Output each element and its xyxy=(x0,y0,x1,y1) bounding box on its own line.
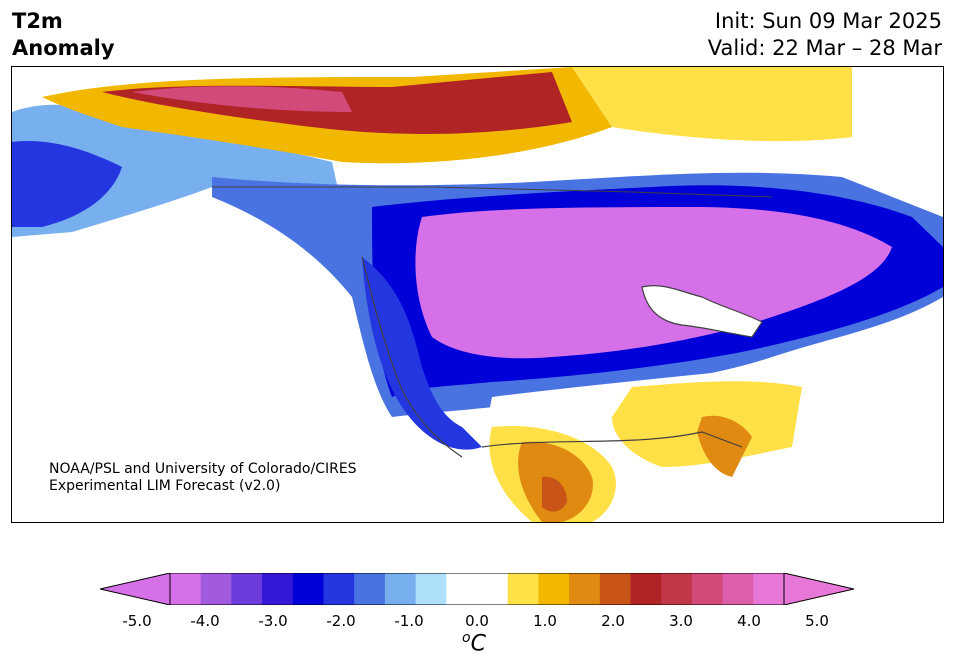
deep-cold-region xyxy=(415,207,892,359)
colorbar-cell xyxy=(415,573,447,605)
colorbar-cell xyxy=(323,573,355,605)
title-line-1: T2m xyxy=(12,9,63,33)
colorbar-cell xyxy=(569,573,601,605)
anomaly-map-svg xyxy=(12,67,943,522)
mexico-very-hot xyxy=(542,476,567,512)
colorbar xyxy=(100,573,854,605)
tick-label: 1.0 xyxy=(533,612,557,630)
map-title: T2m Anomaly xyxy=(12,8,115,62)
colorbar-cell xyxy=(630,573,662,605)
tick-label: -2.0 xyxy=(326,612,356,630)
colorbar-cell xyxy=(292,573,324,605)
colorbar-cell xyxy=(661,573,693,605)
tick-label: 4.0 xyxy=(737,612,761,630)
colorbar-cell xyxy=(722,573,754,605)
colorbar-cells xyxy=(170,573,785,605)
colorbar-cell xyxy=(354,573,386,605)
colorbar-outline xyxy=(169,573,785,605)
west-coastline xyxy=(361,256,463,458)
tick-label: 5.0 xyxy=(805,612,829,630)
colorbar-cell xyxy=(753,573,785,605)
alaska-cold-region xyxy=(12,141,122,227)
gulf-coastline xyxy=(481,431,743,448)
colorbar-cell xyxy=(599,573,631,605)
init-date: Init: Sun 09 Mar 2025 xyxy=(714,9,942,33)
tick-label: 2.0 xyxy=(601,612,625,630)
west-coast-cold xyxy=(362,257,482,450)
unit-label: C xyxy=(470,631,486,657)
title-line-2: Anomaly xyxy=(12,36,115,60)
colorbar-min-arrow xyxy=(100,573,171,605)
colorbar-cell xyxy=(538,573,570,605)
colorbar-cell xyxy=(446,573,478,605)
us-canada-border xyxy=(212,186,773,198)
colorbar-max-arrow xyxy=(783,573,854,605)
tick-label: -3.0 xyxy=(258,612,288,630)
florida-hot xyxy=(697,415,752,477)
colorbar-cell xyxy=(262,573,294,605)
colorbar-cell xyxy=(170,573,202,605)
tick-label: -4.0 xyxy=(190,612,220,630)
tick-label: -1.0 xyxy=(394,612,424,630)
colorbar-unit: oC xyxy=(462,630,486,657)
colorbar-cell xyxy=(691,573,724,605)
great-lakes xyxy=(641,285,763,338)
anomaly-map: NOAA/PSL and University of Colorado/CIRE… xyxy=(11,66,944,523)
arctic-extreme-region xyxy=(132,86,352,112)
credit-line-2: Experimental LIM Forecast (v2.0) xyxy=(49,478,281,494)
credit-text: NOAA/PSL and University of Colorado/CIRE… xyxy=(49,461,357,495)
colorbar-cell xyxy=(507,573,539,605)
valid-dates: Valid: 22 Mar – 28 Mar xyxy=(707,36,942,60)
colorbar-cell xyxy=(231,573,263,605)
colorbar-cell xyxy=(477,573,509,605)
colorbar-cell xyxy=(200,573,232,605)
credit-line-1: NOAA/PSL and University of Colorado/CIRE… xyxy=(49,461,357,477)
tick-label: 0.0 xyxy=(465,612,489,630)
tick-label: 3.0 xyxy=(669,612,693,630)
forecast-dates: Init: Sun 09 Mar 2025 Valid: 22 Mar – 28… xyxy=(708,8,942,62)
baffin-warm-region xyxy=(572,67,852,142)
colorbar-cell xyxy=(384,573,417,605)
tick-label: -5.0 xyxy=(122,612,152,630)
